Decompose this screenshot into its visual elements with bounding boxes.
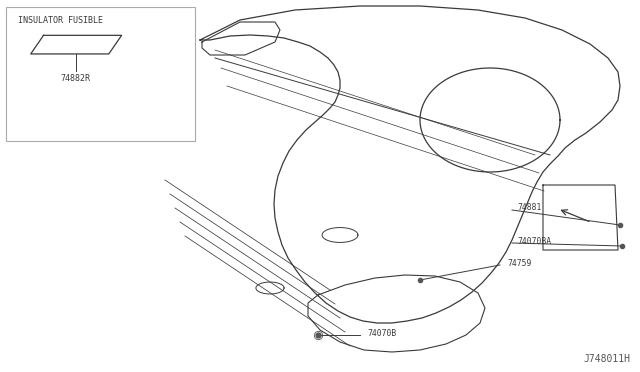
Text: 74070BA: 74070BA xyxy=(517,237,551,246)
Text: 74882R: 74882R xyxy=(61,74,90,83)
Bar xyxy=(6,7,195,141)
Text: J748011H: J748011H xyxy=(584,354,630,364)
Text: 74881: 74881 xyxy=(517,203,541,212)
Text: 74070B: 74070B xyxy=(367,328,396,337)
Text: 74759: 74759 xyxy=(507,259,531,267)
Text: INSULATOR FUSIBLE: INSULATOR FUSIBLE xyxy=(18,16,103,25)
